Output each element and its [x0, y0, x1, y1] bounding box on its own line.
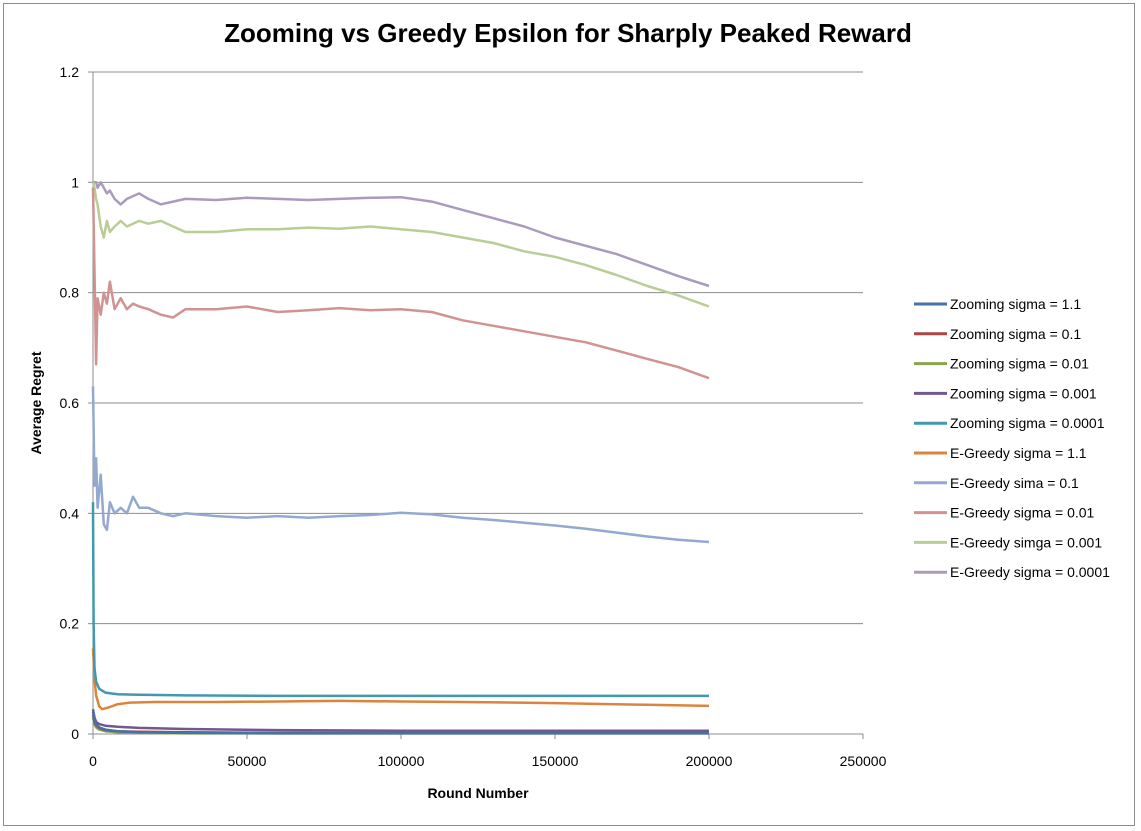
gridlines: [93, 71, 863, 625]
y-tick-label: 1: [71, 174, 79, 190]
y-axis-label: Average Regret: [28, 351, 44, 454]
series-lines: [91, 181, 710, 735]
y-tick-label: 0.2: [60, 616, 80, 632]
legend-label: E-Greedy sigma = 1.1: [950, 445, 1087, 461]
series-line: [91, 708, 709, 732]
chart-frame: [3, 3, 1135, 826]
legend-label: Zooming sigma = 0.01: [950, 356, 1089, 372]
x-tick-label: 200000: [686, 753, 733, 769]
x-tick-label: 100000: [378, 753, 425, 769]
x-axis-label: Round Number: [427, 785, 529, 801]
series-line: [91, 711, 709, 735]
x-tick-label: 50000: [228, 753, 267, 769]
tick-labels: 0 0.2 0.4 0.6 0.8 1 1.2 0 50000 100000 150000 20000…: [60, 64, 887, 769]
legend-label: E-Greedy sigma = 0.0001: [950, 564, 1110, 580]
y-tick-label: 0.4: [60, 505, 80, 521]
series-line: [91, 648, 710, 711]
legend-label: Zooming sigma = 0.1: [950, 326, 1081, 342]
legend: Zooming sigma = 1.1 Zooming sigma = 0.1 Zo…: [914, 296, 1110, 580]
y-tick-label: 1.2: [60, 64, 80, 80]
series-line: [91, 386, 710, 544]
legend-label: E-Greedy simga = 0.001: [950, 534, 1102, 550]
y-tick-label: 0: [71, 726, 79, 742]
legend-label: Zooming sigma = 0.0001: [950, 415, 1105, 431]
legend-label: E-Greedy sigma = 0.01: [950, 505, 1095, 521]
legend-label: Zooming sigma = 1.1: [950, 296, 1081, 312]
legend-label: Zooming sigma = 0.001: [950, 385, 1097, 401]
x-tick-label: 150000: [532, 753, 579, 769]
x-tick-label: 0: [89, 753, 97, 769]
y-tick-label: 0.6: [60, 395, 80, 411]
series-line: [93, 181, 710, 288]
axes: [88, 71, 864, 739]
series-line: [91, 187, 710, 380]
legend-label: E-Greedy sima = 0.1: [950, 475, 1079, 491]
y-tick-label: 0.8: [60, 285, 80, 301]
series-line: [91, 502, 709, 698]
x-tick-label: 250000: [840, 753, 887, 769]
chart-title: Zooming vs Greedy Epsilon for Sharply Pe…: [224, 18, 912, 48]
series-line: [91, 181, 710, 308]
